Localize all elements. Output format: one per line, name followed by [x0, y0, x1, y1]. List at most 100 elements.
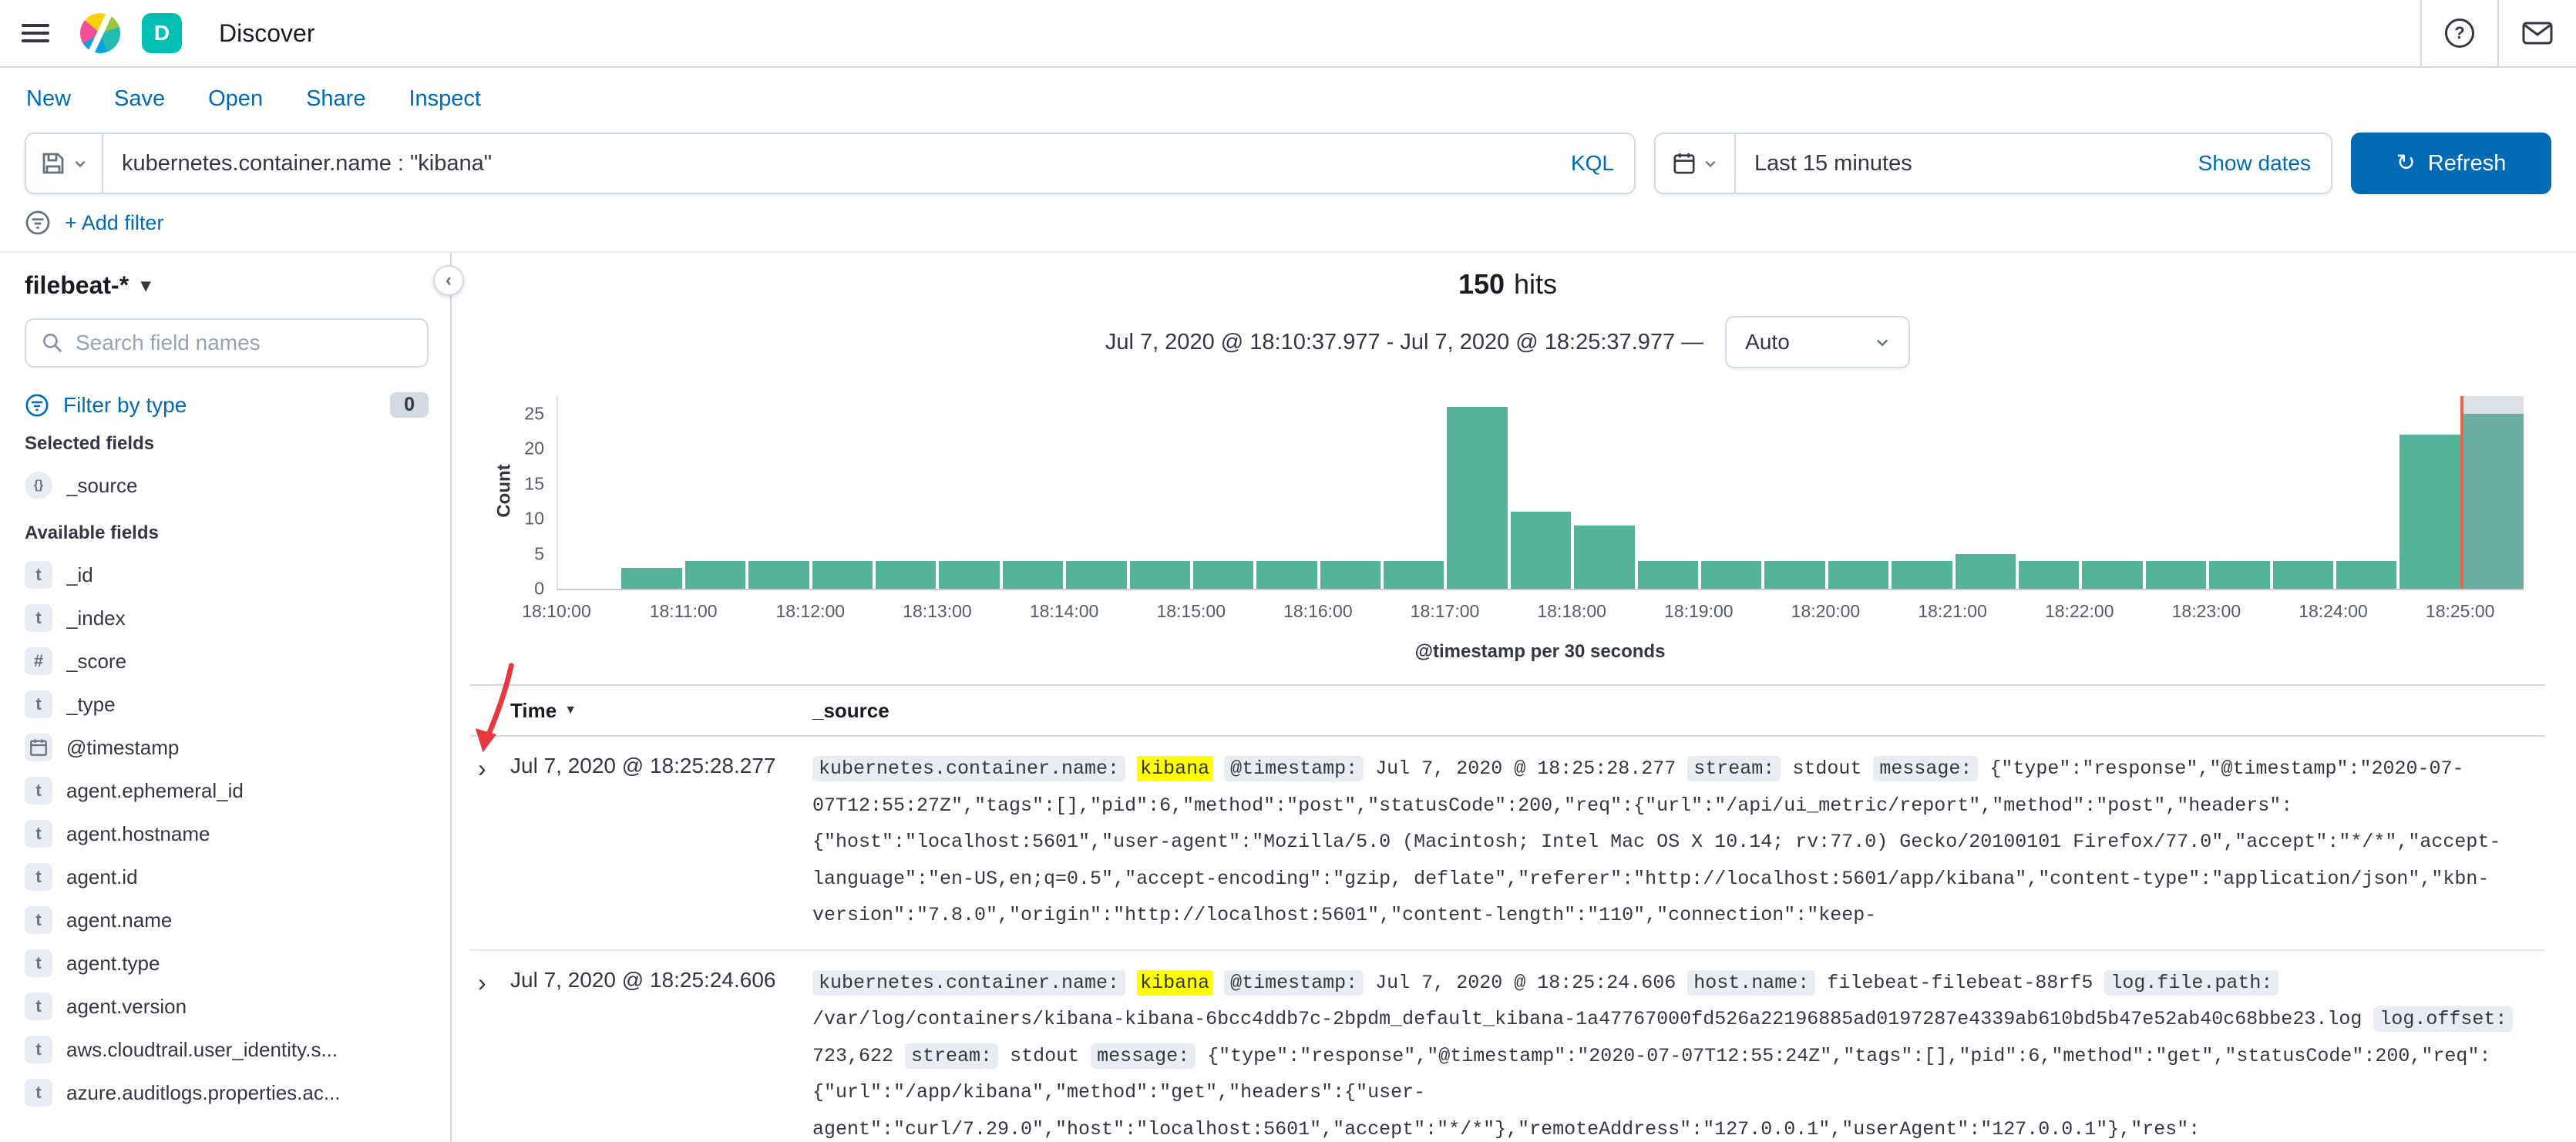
index-pattern-select[interactable]: filebeat-* ▾ [25, 271, 429, 300]
histogram-bar[interactable] [1892, 560, 1952, 589]
filter-icon[interactable] [25, 210, 51, 236]
field-item-_type[interactable]: t _type [25, 683, 429, 726]
doc-source: kubernetes.container.name: kibana @times… [812, 751, 2545, 934]
highlighted-term: kibana [1137, 969, 1213, 996]
field-search-input[interactable] [76, 331, 412, 355]
filter-by-type-label: Filter by type [63, 392, 187, 417]
histogram-bar[interactable] [1384, 560, 1444, 589]
show-dates-link[interactable]: Show dates [2198, 151, 2311, 175]
query-language-button[interactable]: KQL [1570, 151, 1614, 175]
field-item-@timestamp[interactable]: @timestamp [25, 726, 429, 769]
histogram-bar[interactable] [1955, 553, 2016, 589]
histogram-bar[interactable] [1192, 560, 1254, 589]
histogram-bar[interactable] [1701, 560, 1762, 589]
elastic-logo[interactable] [80, 13, 120, 53]
x-tick-label: 18:19:00 [1664, 601, 1734, 621]
histogram-bar[interactable] [2399, 435, 2460, 589]
histogram-bar[interactable] [1447, 406, 1508, 589]
x-tick-label: 18:13:00 [903, 601, 972, 621]
histogram-bar[interactable] [939, 560, 1000, 589]
histogram-bar[interactable] [2272, 560, 2333, 589]
y-tick-label: 25 [524, 403, 544, 424]
field-item-_score[interactable]: # _score [25, 640, 429, 683]
space-badge[interactable]: D [142, 13, 182, 53]
field-item-agent.ephemeral_id[interactable]: t agent.ephemeral_id [25, 769, 429, 812]
x-tick-label: 18:18:00 [1537, 601, 1606, 621]
calendar-icon [1673, 152, 1696, 175]
filter-by-type-button[interactable]: Filter by type 0 [25, 392, 429, 418]
help-icon[interactable]: ? [2445, 18, 2474, 48]
histogram-bar[interactable] [1256, 560, 1317, 589]
field-item-_id[interactable]: t _id [25, 553, 429, 596]
menu-inspect[interactable]: Inspect [409, 86, 481, 111]
refresh-button[interactable]: ↻ Refresh [2351, 133, 2551, 194]
field-item-agent.version[interactable]: t agent.version [25, 985, 429, 1028]
histogram-bar[interactable] [748, 560, 809, 589]
field-badge: kubernetes.container.name: [812, 756, 1126, 781]
field-item-aws.cloudtrail.user_identity.s...[interactable]: t aws.cloudtrail.user_identity.s... [25, 1028, 429, 1071]
x-tick-label: 18:16:00 [1283, 601, 1353, 621]
x-tick-label: 18:12:00 [775, 601, 846, 621]
time-column-header[interactable]: Time ▼ [510, 699, 812, 723]
expand-doc-icon[interactable]: › [478, 754, 486, 782]
field-item-agent.name[interactable]: t agent.name [25, 898, 429, 942]
histogram-bar[interactable] [2463, 413, 2524, 589]
menu-save[interactable]: Save [114, 86, 166, 111]
histogram-bar[interactable] [2336, 560, 2397, 589]
x-tick-label: 18:10:00 [522, 601, 591, 621]
histogram-bar[interactable] [684, 560, 746, 589]
histogram-bar[interactable] [1129, 560, 1190, 589]
field-name: agent.name [66, 908, 173, 932]
field-type-icon: t [25, 820, 52, 848]
expand-doc-icon[interactable]: › [478, 968, 486, 996]
histogram-bar[interactable] [1066, 560, 1127, 589]
histogram-bar[interactable] [2145, 560, 2207, 589]
histogram-bar[interactable] [1002, 560, 1064, 589]
saved-query-button[interactable] [26, 134, 103, 193]
collapse-sidebar-button[interactable]: ‹ [433, 265, 464, 296]
calendar-button[interactable] [1656, 134, 1736, 193]
mail-cell [2497, 0, 2576, 66]
field-type-icon: t [25, 1079, 52, 1107]
histogram-bar[interactable] [812, 560, 873, 589]
field-item-_index[interactable]: t _index [25, 596, 429, 640]
histogram-bar[interactable] [1510, 512, 1572, 589]
table-header: Time ▼ _source [470, 684, 2545, 737]
field-badge: stream: [1687, 756, 1781, 781]
histogram-bar[interactable] [875, 560, 937, 589]
menu-open[interactable]: Open [208, 86, 264, 111]
highlighted-term: kibana [1137, 756, 1213, 781]
filter-bar: + Add filter [0, 207, 2576, 253]
time-range-value[interactable]: Last 15 minutes [1754, 150, 1912, 176]
selected-fields-list: {} _source [25, 464, 429, 507]
field-item-agent.hostname[interactable]: t agent.hostname [25, 812, 429, 855]
histogram-bar[interactable] [1320, 560, 1381, 589]
content: ‹ filebeat-* ▾ Filter by type 0 Selected… [0, 253, 2576, 1142]
header-actions: ? [2420, 0, 2576, 66]
histogram-bar[interactable] [2018, 560, 2080, 589]
menu-icon[interactable] [22, 24, 49, 42]
filter-icon [25, 393, 49, 418]
chevron-down-icon [1703, 156, 1717, 170]
interval-select[interactable]: Auto [1725, 316, 1911, 368]
field-item-agent.type[interactable]: t agent.type [25, 942, 429, 985]
doc-timestamp: Jul 7, 2020 @ 18:25:24.606 [510, 967, 776, 992]
query-input[interactable] [103, 150, 1551, 176]
menu-share[interactable]: Share [306, 86, 366, 111]
histogram-bar[interactable] [2209, 560, 2270, 589]
histogram-bar[interactable] [1828, 560, 1889, 589]
doc-source: kubernetes.container.name: kibana @times… [812, 965, 2545, 1142]
histogram-bar[interactable] [1574, 526, 1635, 589]
menu-new[interactable]: New [26, 86, 72, 111]
field-item-azure.auditlogs.properties.ac...[interactable]: t azure.auditlogs.properties.ac... [25, 1071, 429, 1114]
histogram-bar[interactable] [2082, 560, 2143, 589]
histogram-bar[interactable] [1637, 560, 1699, 589]
histogram-bar[interactable] [1764, 560, 1825, 589]
field-type-icon: t [25, 561, 52, 589]
source-text: 723,622 [812, 1044, 894, 1067]
field-item-_source[interactable]: {} _source [25, 464, 429, 507]
mail-icon[interactable] [2522, 21, 2553, 45]
histogram-bar[interactable] [621, 567, 682, 589]
add-filter-button[interactable]: + Add filter [65, 210, 164, 234]
field-item-agent.id[interactable]: t agent.id [25, 855, 429, 898]
